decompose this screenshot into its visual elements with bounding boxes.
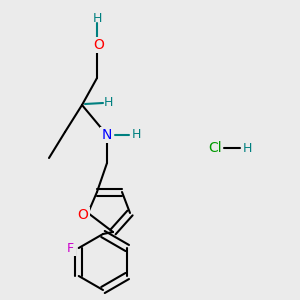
Text: H: H xyxy=(92,11,102,25)
Text: H: H xyxy=(103,97,113,110)
Text: H: H xyxy=(242,142,252,154)
Text: Cl: Cl xyxy=(208,141,222,155)
Text: O: O xyxy=(94,38,104,52)
Text: F: F xyxy=(67,242,74,254)
Text: O: O xyxy=(78,208,88,222)
Text: H: H xyxy=(131,128,141,142)
Text: N: N xyxy=(102,128,112,142)
